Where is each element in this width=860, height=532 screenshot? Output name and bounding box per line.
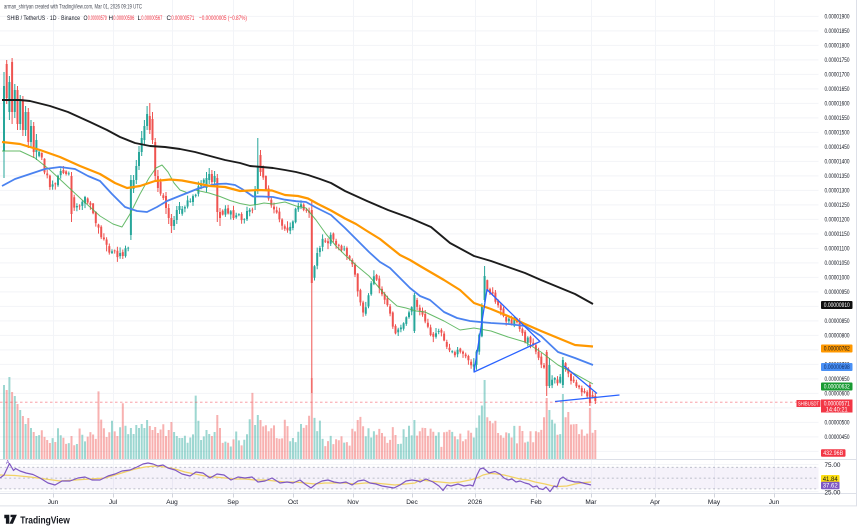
svg-text:0.00000596: 0.00000596: [113, 15, 134, 22]
svg-text:−0.00000005 (−0.87%): −0.00000005 (−0.87%): [199, 15, 247, 22]
svg-text:0.00001850: 0.00001850: [825, 28, 850, 35]
svg-text:Jun: Jun: [769, 499, 780, 506]
svg-text:Jul: Jul: [109, 499, 118, 506]
svg-text:25.00: 25.00: [825, 489, 841, 496]
svg-text:0.00000650: 0.00000650: [825, 376, 850, 383]
svg-text:0.00000600: 0.00000600: [825, 391, 850, 398]
svg-text:0.00001400: 0.00001400: [825, 159, 850, 166]
svg-text:Sep: Sep: [227, 499, 239, 506]
svg-text:O: O: [84, 15, 88, 22]
svg-text:0.00001350: 0.00001350: [825, 173, 850, 180]
svg-text:0.00000910: 0.00000910: [824, 302, 850, 309]
svg-text:Mar: Mar: [585, 499, 597, 506]
svg-text:Feb: Feb: [530, 499, 542, 506]
svg-text:L: L: [138, 15, 142, 22]
svg-text:37.62: 37.62: [823, 483, 839, 490]
svg-text:0.00000850: 0.00000850: [825, 318, 850, 325]
svg-text:0.00001750: 0.00001750: [825, 57, 850, 64]
svg-text:0.00000571: 0.00000571: [824, 400, 850, 407]
svg-text:0.00001700: 0.00001700: [825, 72, 850, 79]
svg-text:2026: 2026: [468, 499, 483, 506]
svg-text:Aug: Aug: [166, 499, 178, 506]
svg-text:Nov: Nov: [347, 499, 359, 506]
svg-text:Jun: Jun: [48, 499, 59, 506]
svg-text:SHIB / TetherUS · 1D · Binance: SHIB / TetherUS · 1D · Binance: [7, 15, 80, 22]
svg-text:TradingView: TradingView: [20, 516, 70, 527]
svg-text:0.00001000: 0.00001000: [825, 275, 850, 282]
svg-text:H: H: [109, 15, 114, 22]
svg-text:0.00001800: 0.00001800: [825, 43, 850, 50]
svg-text:SHIBUSDT: SHIBUSDT: [798, 401, 819, 407]
svg-text:C: C: [167, 15, 172, 22]
svg-text:0.00000500: 0.00000500: [825, 420, 850, 427]
svg-text:41.84: 41.84: [823, 476, 839, 483]
svg-text:0.00001250: 0.00001250: [825, 202, 850, 209]
svg-text:75.00: 75.00: [825, 462, 841, 469]
svg-text:Apr: Apr: [650, 499, 661, 506]
svg-text:0.00001300: 0.00001300: [825, 188, 850, 195]
svg-text:0.00001550: 0.00001550: [825, 115, 850, 122]
svg-text:A: A: [6, 460, 10, 466]
svg-text:14:40:21: 14:40:21: [826, 406, 849, 413]
svg-text:0.00001650: 0.00001650: [825, 86, 850, 93]
svg-text:0.00001500: 0.00001500: [825, 130, 850, 137]
svg-text:arman_shiriyan created with Tr: arman_shiriyan created with TradingView.…: [4, 4, 142, 10]
svg-text:0.00000698: 0.00000698: [824, 364, 850, 371]
svg-text:0.00000450: 0.00000450: [825, 434, 850, 441]
svg-text:432.96B: 432.96B: [823, 450, 843, 457]
svg-text:0.00000950: 0.00000950: [825, 289, 850, 296]
svg-text:0.00000567: 0.00000567: [141, 15, 162, 22]
svg-text:0.00001100: 0.00001100: [825, 246, 850, 253]
svg-text:0.00001600: 0.00001600: [825, 101, 850, 108]
svg-text:May: May: [708, 499, 721, 506]
svg-text:0.00000762: 0.00000762: [824, 346, 850, 353]
svg-text:0.00001450: 0.00001450: [825, 144, 850, 151]
svg-text:0.00000800: 0.00000800: [825, 333, 850, 340]
svg-text:Dec: Dec: [406, 499, 418, 506]
svg-text:0.00001150: 0.00001150: [825, 231, 850, 238]
svg-text:Oct: Oct: [288, 499, 298, 506]
svg-text:0.00001050: 0.00001050: [825, 260, 850, 267]
svg-text:0.00001900: 0.00001900: [825, 14, 850, 21]
svg-text:0.00000571: 0.00000571: [171, 15, 194, 22]
svg-text:0.00001200: 0.00001200: [825, 217, 850, 224]
svg-text:0.00000632: 0.00000632: [824, 384, 850, 391]
svg-text:0.00000579: 0.00000579: [88, 15, 107, 22]
